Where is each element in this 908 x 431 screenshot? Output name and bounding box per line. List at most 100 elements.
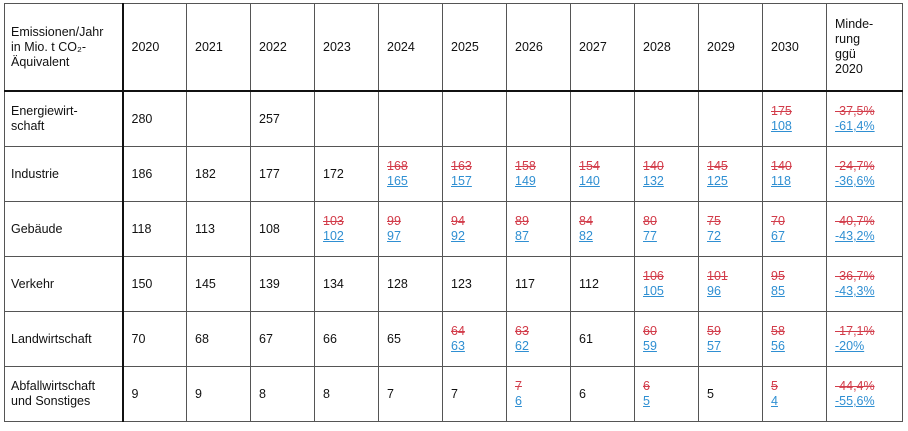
- cell: 68: [186, 311, 251, 367]
- old-value: 75: [707, 214, 721, 228]
- old-value: 175: [771, 104, 792, 118]
- row: Abfallwirtschaft und Sonstiges 9 9 8 8 7 7 7 6 6 6…: [4, 366, 903, 422]
- new-value: 87: [515, 229, 529, 243]
- new-value: -43,3%: [835, 284, 875, 298]
- page: {"table": { "header": ["Emissionen/Jahr\…: [0, 3, 908, 431]
- cell: -36,7% -43,3%: [826, 256, 903, 312]
- row-label: Industrie: [4, 146, 124, 202]
- old-value: 7: [515, 379, 522, 393]
- new-value: -20%: [835, 339, 865, 353]
- new-value: 102: [323, 229, 344, 243]
- new-value: 85: [771, 284, 785, 298]
- cell: 65: [378, 311, 443, 367]
- cell: 101 96: [698, 256, 763, 312]
- header-cell: 2030: [762, 3, 827, 92]
- cell: 84 82: [570, 201, 635, 257]
- cell: 95 85: [762, 256, 827, 312]
- cell: [698, 90, 763, 147]
- old-value: 154: [579, 159, 600, 173]
- cell: 7: [378, 366, 443, 422]
- cell: 7: [442, 366, 507, 422]
- cell: 8: [314, 366, 379, 422]
- old-value: 6: [643, 379, 650, 393]
- new-value: 82: [579, 229, 593, 243]
- old-value: 101: [707, 269, 728, 283]
- old-value: 89: [515, 214, 529, 228]
- cell: 9: [122, 366, 187, 422]
- cell: -44,4% -55,6%: [826, 366, 903, 422]
- cell: 103 102: [314, 201, 379, 257]
- cell: 182: [186, 146, 251, 202]
- cell: 106 105: [634, 256, 699, 312]
- old-value: 80: [643, 214, 657, 228]
- new-value: 56: [771, 339, 785, 353]
- new-value: 57: [707, 339, 721, 353]
- cell: 177: [250, 146, 315, 202]
- header-cell: 2023: [314, 3, 379, 92]
- new-value: -43,2%: [835, 229, 875, 243]
- cell: 108: [250, 201, 315, 257]
- cell: 70: [122, 311, 187, 367]
- cell: 257: [250, 90, 315, 147]
- cell: 134: [314, 256, 379, 312]
- cell: [506, 90, 571, 147]
- cell: -17,1% -20%: [826, 311, 903, 367]
- row-label: Gebäude: [4, 201, 124, 257]
- cell: 5: [698, 366, 763, 422]
- new-value: 97: [387, 229, 401, 243]
- cell: 63 62: [506, 311, 571, 367]
- header-cell: 2029: [698, 3, 763, 92]
- cell: [378, 90, 443, 147]
- cell: 70 67: [762, 201, 827, 257]
- row-label: Landwirtschaft: [4, 311, 124, 367]
- old-value: 95: [771, 269, 785, 283]
- header-cell: 2020: [122, 3, 187, 92]
- old-value: -17,1%: [835, 324, 875, 338]
- new-value: 149: [515, 174, 536, 188]
- old-value: -40,7%: [835, 214, 875, 228]
- header-cell: 2027: [570, 3, 635, 92]
- cell: 123: [442, 256, 507, 312]
- cell: 113: [186, 201, 251, 257]
- old-value: 70: [771, 214, 785, 228]
- header-cell: 2024: [378, 3, 443, 92]
- new-value: 108: [771, 119, 792, 133]
- new-value: 157: [451, 174, 472, 188]
- new-value: 77: [643, 229, 657, 243]
- row: Landwirtschaft 70 68 67 66 65 64 63 63 62 61 60 59 59…: [4, 311, 903, 367]
- new-value: 105: [643, 284, 664, 298]
- cell: -40,7% -43,2%: [826, 201, 903, 257]
- header-cell: 2025: [442, 3, 507, 92]
- new-value: 4: [771, 394, 778, 408]
- cell: 175 108: [762, 90, 827, 147]
- new-value: 72: [707, 229, 721, 243]
- cell: 61: [570, 311, 635, 367]
- old-value: -37,5%: [835, 104, 875, 118]
- cell: 186: [122, 146, 187, 202]
- cell: 139: [250, 256, 315, 312]
- header-cell: Emissionen/Jahr in Mio. t CO₂- Äquivalen…: [4, 3, 124, 92]
- cell: 280: [122, 90, 187, 147]
- cell: 99 97: [378, 201, 443, 257]
- cell: 112: [570, 256, 635, 312]
- old-value: 60: [643, 324, 657, 338]
- cell: 59 57: [698, 311, 763, 367]
- old-value: 63: [515, 324, 529, 338]
- new-value: 6: [515, 394, 522, 408]
- row: Verkehr 150 145 139 134 128 123 117 112 106 105 101…: [4, 256, 903, 312]
- cell: -24,7% -36,6%: [826, 146, 903, 202]
- new-value: 165: [387, 174, 408, 188]
- cell: [442, 90, 507, 147]
- header-row: Emissionen/Jahr in Mio. t CO₂- Äquivalen…: [4, 3, 903, 92]
- cell: 140 132: [634, 146, 699, 202]
- new-value: 140: [579, 174, 600, 188]
- cell: 80 77: [634, 201, 699, 257]
- new-value: 125: [707, 174, 728, 188]
- new-value: 132: [643, 174, 664, 188]
- old-value: 5: [771, 379, 778, 393]
- old-value: 168: [387, 159, 408, 173]
- cell: [186, 90, 251, 147]
- cell: [570, 90, 635, 147]
- new-value: 92: [451, 229, 465, 243]
- cell: -37,5% -61,4%: [826, 90, 903, 147]
